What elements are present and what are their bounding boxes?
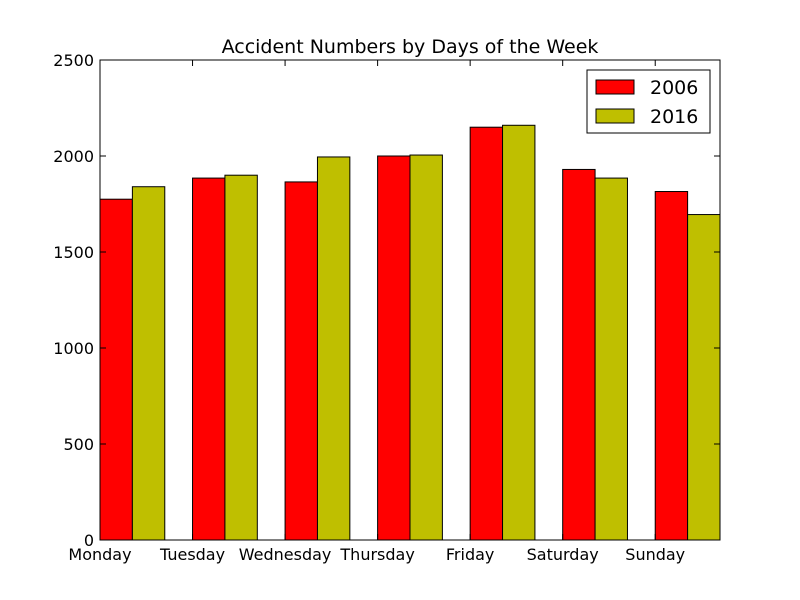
legend-label-2016: 2016 [650, 106, 698, 128]
x-tick-label-thursday: Thursday [339, 545, 414, 564]
bar-2016-tuesday [224, 174, 258, 541]
bar-2016-monday [131, 186, 166, 541]
y-tick-label: 1500 [53, 243, 94, 262]
bar-2006-thursday [377, 155, 411, 541]
bars-group [99, 124, 721, 541]
x-tick-label-monday: Monday [68, 545, 131, 564]
bar-2006-friday [469, 126, 504, 541]
bar-2016-saturday [594, 177, 628, 541]
x-tick-label-saturday: Saturday [527, 545, 599, 564]
legend-swatch-2006 [595, 79, 635, 95]
bar-2006-tuesday [192, 177, 226, 541]
chart-title: Accident Numbers by Days of the Week [222, 36, 599, 58]
legend: 2006 2016 [586, 69, 711, 134]
x-tick-label-friday: Friday [446, 545, 495, 564]
x-tick-label-sunday: Sunday [625, 545, 685, 564]
bar-2006-saturday [562, 168, 596, 541]
bar-2016-wednesday [316, 156, 351, 541]
y-tick-label: 2500 [53, 51, 94, 70]
legend-label-2006: 2006 [650, 77, 698, 99]
x-tick-label-tuesday: Tuesday [159, 545, 225, 564]
y-axis-ticks: 0 500 1000 1500 2000 2500 [53, 51, 720, 550]
x-axis-ticks: Monday Tuesday Wednesday Thursday Friday Satu… [68, 60, 685, 564]
bar-2006-wednesday [284, 181, 318, 541]
bar-2006-monday [99, 198, 133, 541]
bar-2016-sunday [687, 214, 721, 541]
bar-2016-thursday [409, 154, 443, 541]
bar-2006-sunday [654, 191, 689, 541]
y-tick-label: 0 [84, 531, 94, 550]
y-tick-label: 2000 [53, 147, 94, 166]
x-tick-label-wednesday: Wednesday [239, 545, 332, 564]
y-tick-label: 1000 [53, 339, 94, 358]
bar-2016-friday [502, 124, 536, 541]
y-tick-label: 500 [63, 435, 94, 454]
legend-swatch-2016 [595, 108, 635, 124]
plot-frame [99, 59, 721, 541]
